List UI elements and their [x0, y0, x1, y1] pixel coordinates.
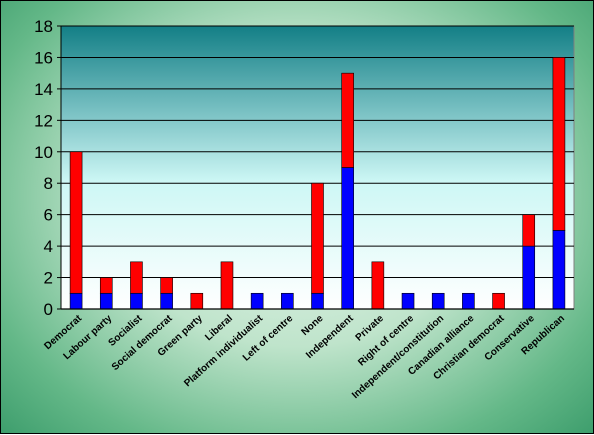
y-tick-label: 0: [44, 300, 53, 319]
bar-segment: [281, 292, 294, 310]
y-tick-label: 14: [34, 80, 53, 99]
y-tick-label: 6: [44, 206, 53, 225]
bar-segment: [552, 57, 566, 231]
bars: [69, 57, 566, 310]
bar-segment: [311, 292, 324, 310]
bar-segment: [552, 230, 566, 310]
bar-segment: [250, 292, 264, 310]
y-tick-label: 18: [34, 17, 53, 36]
bar-segment: [69, 151, 83, 294]
bar-segment: [160, 277, 173, 294]
bar-segment: [522, 245, 536, 310]
bar-segment: [160, 292, 173, 310]
bar-segment: [341, 167, 354, 310]
bar-segment: [130, 261, 143, 294]
y-tick-label: 10: [34, 143, 53, 162]
bar-segment: [431, 292, 445, 310]
y-tick-label: 12: [34, 111, 53, 130]
bar-segment: [311, 182, 324, 294]
x-category-label: None: [300, 313, 326, 338]
y-tick-label: 2: [44, 269, 53, 288]
bar-segment: [69, 292, 83, 310]
bar-segment: [130, 292, 143, 310]
bar-segment: [401, 292, 415, 310]
y-tick-label: 8: [44, 174, 53, 193]
bar-segment: [371, 261, 385, 310]
bar-segment: [522, 214, 536, 247]
bar-segment: [99, 277, 113, 294]
y-tick-label: 4: [44, 237, 53, 256]
bar-segment: [190, 292, 204, 310]
y-tick-labels: 0 2 4 6 8 10 12 14 16 18: [34, 17, 61, 319]
axes: [60, 26, 574, 310]
bar-segment: [341, 72, 354, 168]
bar-segment: [220, 261, 234, 310]
bar-segment: [492, 292, 505, 310]
y-tick-label: 16: [34, 48, 53, 67]
bar-segment: [462, 292, 475, 310]
bar-segment: [99, 292, 113, 310]
